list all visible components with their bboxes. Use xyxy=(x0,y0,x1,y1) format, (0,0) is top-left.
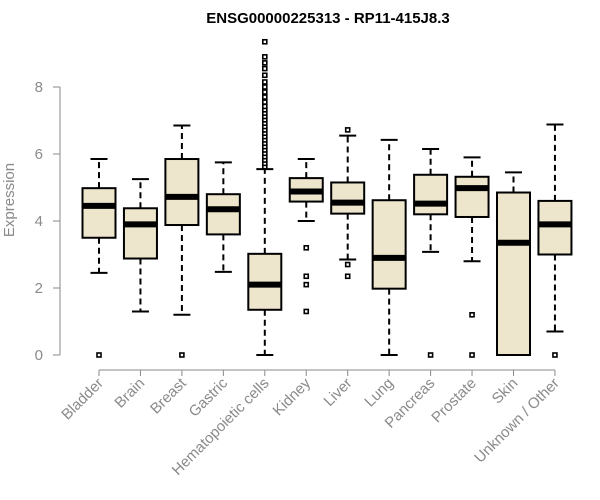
box-group xyxy=(413,147,449,358)
box-group xyxy=(164,124,200,358)
box xyxy=(413,173,449,216)
box-group xyxy=(371,138,407,356)
outlier-point xyxy=(261,38,268,45)
outlier-point xyxy=(303,245,310,251)
box xyxy=(205,193,241,236)
box-group xyxy=(454,156,490,358)
x-tick-label: Brain xyxy=(111,375,148,412)
outlier-point xyxy=(303,308,310,315)
outlier-point xyxy=(261,79,268,85)
outlier-point xyxy=(261,72,268,79)
box-group xyxy=(330,127,366,280)
outlier-point xyxy=(344,127,351,133)
outlier-point xyxy=(261,84,268,90)
y-tick-label: 6 xyxy=(35,146,43,163)
x-tick-label: Bladder xyxy=(58,375,107,424)
outlier-point xyxy=(469,311,475,318)
box-group xyxy=(537,123,573,358)
box xyxy=(122,207,158,260)
y-tick-label: 0 xyxy=(35,347,43,364)
outlier-point xyxy=(261,99,268,105)
y-tick-label: 8 xyxy=(35,79,43,96)
x-tick-label: Kidney xyxy=(270,374,315,419)
boxes xyxy=(81,38,573,358)
x-tick-label: Prostate xyxy=(428,375,480,427)
box xyxy=(164,158,200,227)
outlier-point xyxy=(261,65,268,72)
x-tick-label: Breast xyxy=(147,374,190,417)
outlier-point xyxy=(261,54,268,60)
outlier-point xyxy=(344,273,351,280)
box xyxy=(537,199,573,256)
outlier-point xyxy=(261,103,268,110)
outlier-point xyxy=(96,352,102,358)
outlier-point xyxy=(552,352,558,358)
box xyxy=(454,175,490,218)
box xyxy=(496,191,531,356)
outlier-point xyxy=(261,60,268,66)
box xyxy=(81,187,117,239)
box-group xyxy=(205,161,241,273)
y-tick-label: 4 xyxy=(35,213,43,230)
box xyxy=(330,181,366,215)
outlier-point xyxy=(303,281,310,288)
outlier-point xyxy=(261,89,268,95)
outlier-point xyxy=(469,352,475,358)
box-group xyxy=(122,178,158,313)
outlier-point xyxy=(303,273,310,280)
y-axis-label: Expression xyxy=(1,163,18,237)
box-group xyxy=(81,158,117,358)
outlier-point xyxy=(427,352,434,358)
outlier-point xyxy=(344,261,351,268)
outlier-point xyxy=(261,94,268,100)
x-tick-label: Skin xyxy=(489,375,522,408)
box-group xyxy=(496,171,531,356)
x-tick-label: Lung xyxy=(361,375,397,411)
box xyxy=(371,199,407,290)
y-tick-label: 2 xyxy=(35,280,43,297)
outlier-point xyxy=(179,352,185,358)
x-tick-label: Liver xyxy=(321,375,356,410)
box-group xyxy=(288,158,324,315)
box-group xyxy=(247,38,283,356)
chart-title: ENSG00000225313 - RP11-415J8.3 xyxy=(206,10,450,27)
